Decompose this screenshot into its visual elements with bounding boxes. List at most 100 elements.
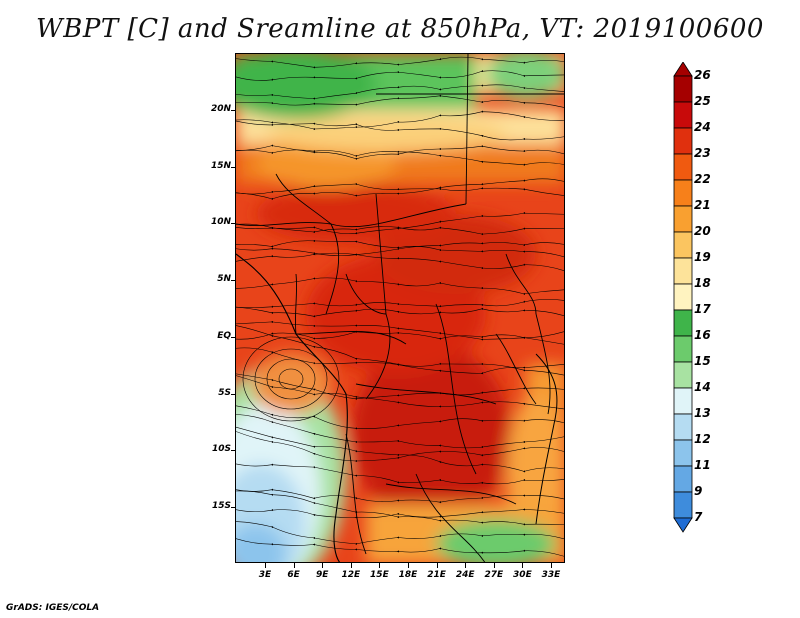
colorbar-label: 24 bbox=[694, 120, 711, 134]
streamline bbox=[236, 299, 564, 308]
streamline bbox=[236, 306, 564, 318]
streamline bbox=[236, 538, 564, 557]
colorbar-label: 7 bbox=[694, 510, 703, 524]
streamline bbox=[236, 178, 564, 200]
colorbar-label: 26 bbox=[694, 68, 711, 82]
colorbar-label: 20 bbox=[694, 224, 711, 238]
colorbar-label: 9 bbox=[694, 484, 703, 498]
colorbar-label: 15 bbox=[694, 354, 711, 368]
streamline bbox=[236, 375, 564, 410]
lon-tick bbox=[350, 563, 352, 568]
streamline bbox=[236, 463, 564, 485]
colorbar-segment bbox=[673, 465, 693, 493]
map-panel bbox=[235, 53, 565, 563]
colorbar-segment bbox=[673, 179, 693, 207]
lon-label: 6E bbox=[287, 570, 300, 580]
colorbar-label: 13 bbox=[694, 406, 711, 420]
colorbar-label: 18 bbox=[694, 276, 711, 290]
lon-label: 33E bbox=[541, 570, 561, 580]
lon-tick bbox=[522, 563, 524, 568]
colorbar-label: 17 bbox=[694, 302, 711, 316]
colorbar-max-triangle bbox=[673, 62, 693, 77]
lat-label: 15S bbox=[211, 500, 231, 511]
lat-tick bbox=[231, 393, 236, 395]
lon-tick bbox=[493, 563, 495, 568]
colorbar-segment bbox=[673, 387, 693, 415]
colorbar-label: 19 bbox=[694, 250, 711, 264]
colorbar-segment bbox=[673, 283, 693, 311]
lon-tick bbox=[322, 563, 324, 568]
lat-tick bbox=[231, 166, 236, 168]
vortex-circulation bbox=[242, 336, 340, 422]
lon-tick bbox=[265, 563, 266, 568]
streamline bbox=[236, 94, 564, 108]
colorbar bbox=[673, 62, 693, 533]
streamline bbox=[236, 69, 564, 81]
lon-label: 12E bbox=[341, 570, 361, 580]
lat-label: 5S bbox=[218, 387, 231, 398]
lon-tick bbox=[465, 563, 467, 568]
colorbar-segment bbox=[673, 361, 693, 389]
colorbar-segment bbox=[673, 101, 693, 129]
streamline bbox=[236, 490, 564, 526]
streamline bbox=[236, 277, 564, 296]
east-coastline bbox=[535, 353, 558, 525]
lat-label: 20N bbox=[210, 104, 231, 114]
streamline bbox=[236, 239, 564, 258]
colorbar-segment bbox=[673, 231, 693, 259]
streamline bbox=[236, 252, 564, 271]
lat-tick bbox=[231, 450, 236, 452]
lat-label: 15N bbox=[210, 160, 231, 171]
streamline bbox=[236, 521, 564, 545]
streamline bbox=[236, 120, 564, 141]
lat-tick bbox=[231, 280, 236, 282]
lon-label: 27E bbox=[484, 570, 504, 580]
colorbar-label: 16 bbox=[694, 328, 711, 342]
lat-tick bbox=[231, 223, 236, 225]
lon-label: 9E bbox=[315, 570, 329, 580]
colorbar-segment bbox=[673, 491, 693, 519]
colorbar-segment bbox=[673, 127, 693, 155]
lat-label: 10S bbox=[211, 444, 231, 455]
lon-tick bbox=[436, 563, 438, 568]
lon-tick bbox=[293, 563, 295, 568]
lon-tick bbox=[379, 563, 381, 568]
colorbar-min-triangle bbox=[673, 517, 693, 533]
colorbar-label: 23 bbox=[694, 146, 711, 160]
colorbar-segment bbox=[673, 439, 693, 467]
streamline bbox=[236, 183, 564, 196]
lat-label: 10N bbox=[210, 217, 231, 228]
credit-text: GrADS: IGES/COLA bbox=[6, 603, 100, 613]
colorbar-segment bbox=[673, 205, 693, 233]
streamline bbox=[236, 223, 564, 236]
map-title: WBPT [C] and Sreamline at 850hPa, VT: 20… bbox=[36, 14, 764, 44]
colorbar-label: 21 bbox=[694, 198, 711, 212]
lon-label: 24E bbox=[455, 570, 475, 580]
streamline bbox=[236, 56, 564, 69]
lat-tick bbox=[231, 336, 236, 338]
lon-label: 30E bbox=[513, 570, 532, 580]
lon-label: 21E bbox=[427, 570, 446, 580]
colorbar-segment bbox=[673, 309, 693, 337]
lat-label: EQ bbox=[217, 330, 231, 341]
colorbar-label: 22 bbox=[694, 172, 711, 186]
streamlines bbox=[236, 56, 564, 557]
colorbar-segment bbox=[673, 153, 693, 181]
colorbar-label: 14 bbox=[694, 380, 711, 394]
lon-label: 15E bbox=[370, 570, 389, 580]
colorbar-segment bbox=[673, 335, 693, 363]
colorbar-label: 12 bbox=[694, 432, 711, 446]
streamline bbox=[236, 325, 564, 376]
lat-label: 5N bbox=[217, 274, 231, 285]
streamline bbox=[236, 149, 564, 166]
colorbar-label: 11 bbox=[694, 458, 711, 472]
lon-tick bbox=[408, 563, 409, 568]
lat-tick bbox=[231, 110, 236, 111]
colorbar-label: 25 bbox=[694, 94, 711, 108]
lon-label: 18E bbox=[398, 570, 418, 580]
lat-tick bbox=[231, 506, 236, 508]
lon-label: 3E bbox=[258, 570, 272, 580]
wbpt-field-map bbox=[236, 54, 564, 562]
colorbar-segment bbox=[673, 75, 693, 103]
lon-tick bbox=[551, 563, 552, 568]
